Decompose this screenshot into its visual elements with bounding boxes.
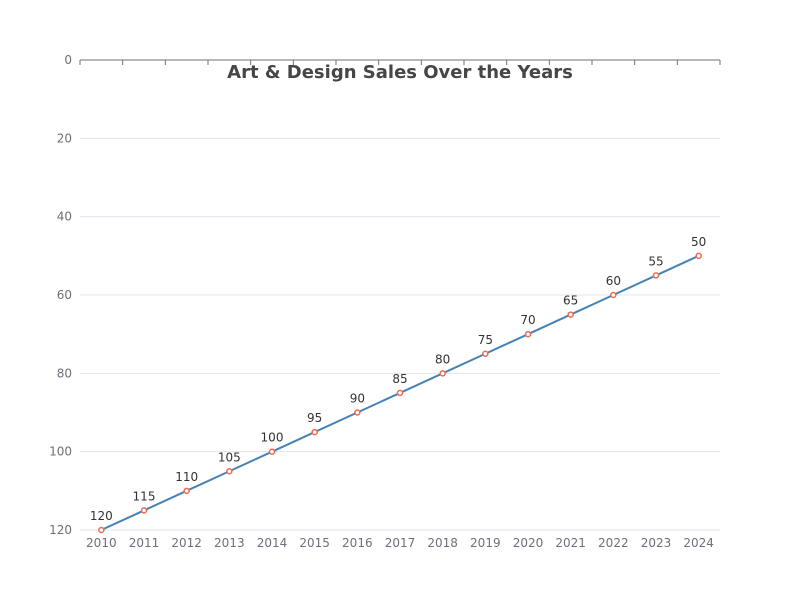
data-point (226, 468, 233, 475)
data-label: 105 (218, 450, 241, 464)
data-label: 120 (90, 509, 113, 523)
data-label: 75 (478, 333, 493, 347)
x-tick-label: 2020 (513, 536, 544, 550)
data-labels: 120 115 110 105 100 95 90 85 80 75 70 65 60 55 50 (90, 235, 706, 523)
data-point (695, 252, 702, 260)
data-label: 95 (307, 411, 322, 425)
data-label: 115 (133, 489, 156, 503)
data-point (396, 389, 404, 397)
y-tick-label: 100 (49, 445, 72, 459)
x-tick-label: 2014 (257, 536, 288, 550)
x-tick-label: 2024 (683, 536, 714, 550)
data-label: 55 (648, 254, 663, 268)
data-point (183, 487, 190, 495)
data-label: 90 (350, 392, 365, 406)
data-point (98, 526, 105, 534)
data-label: 60 (606, 274, 621, 288)
data-label: 85 (392, 372, 407, 386)
y-tick-label: 120 (49, 523, 72, 537)
x-tick-label: 2021 (555, 536, 586, 550)
y-tick-label: 40 (57, 210, 72, 224)
data-label: 80 (435, 352, 450, 366)
data-label: 65 (563, 294, 578, 308)
data-point (311, 428, 318, 436)
x-tick-label: 2016 (342, 536, 373, 550)
y-axis-tick-labels: 0 20 40 60 80 100 120 (49, 53, 72, 537)
data-point (567, 311, 574, 318)
data-point (439, 370, 446, 377)
chart-title: Art & Design Sales Over the Years (227, 62, 573, 83)
x-tick-label: 2013 (214, 536, 245, 550)
data-points (98, 252, 702, 534)
data-label: 50 (691, 235, 706, 249)
x-tick-label: 2012 (171, 536, 202, 550)
data-label: 110 (175, 470, 198, 484)
data-label: 100 (261, 431, 284, 445)
y-tick-label: 0 (64, 53, 72, 67)
x-tick-label: 2015 (299, 536, 330, 550)
y-tick-label: 60 (57, 288, 72, 302)
data-point (354, 409, 361, 416)
x-tick-label: 2022 (598, 536, 629, 550)
x-tick-label: 2010 (86, 536, 117, 550)
data-point (524, 330, 532, 338)
x-tick-label: 2019 (470, 536, 501, 550)
data-point (140, 507, 148, 514)
x-axis (79, 59, 721, 65)
data-point (482, 350, 489, 357)
x-axis-tick-labels: 2010 2011 2012 2013 2014 2015 2016 2017 2018 2019… (86, 536, 714, 550)
x-tick-label: 2011 (129, 536, 160, 550)
data-point (652, 272, 660, 279)
y-tick-label: 80 (57, 366, 72, 380)
data-point (610, 291, 617, 299)
grid-lines (80, 137, 720, 531)
y-tick-label: 20 (57, 131, 72, 145)
x-tick-label: 2023 (641, 536, 672, 550)
data-point (268, 448, 276, 455)
x-tick-label: 2017 (385, 536, 416, 550)
data-label: 70 (520, 313, 535, 327)
x-tick-label: 2018 (427, 536, 458, 550)
